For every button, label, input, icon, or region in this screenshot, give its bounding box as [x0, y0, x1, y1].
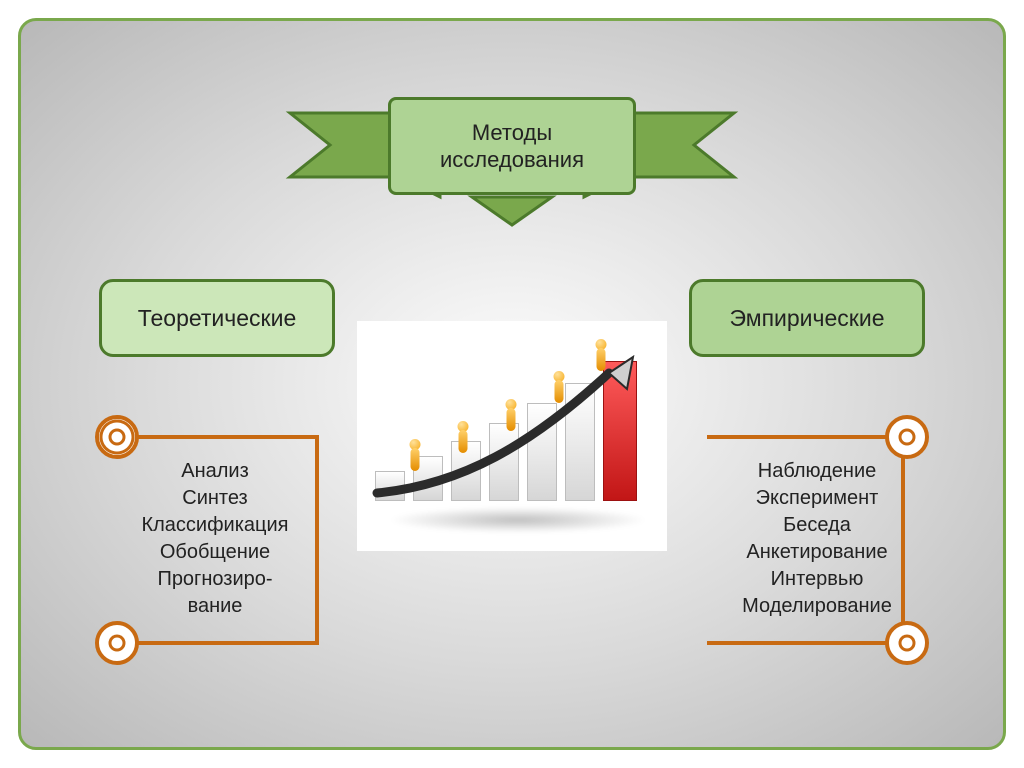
list-item: вание: [188, 593, 243, 620]
title-banner: Методы исследования: [272, 75, 752, 245]
person-icon: [591, 339, 611, 373]
list-item: Анализ: [181, 458, 249, 485]
title-line2: исследования: [440, 146, 584, 174]
list-item: Классификация: [141, 512, 288, 539]
title-box: Методы исследования: [388, 97, 636, 195]
category-theoretical-label: Теоретические: [138, 305, 297, 332]
list-item: Прогнозиро-: [157, 566, 272, 593]
title-line1: Методы: [440, 119, 584, 147]
list-item: Беседа: [783, 512, 851, 539]
scroll-theoretical-text: Анализ Синтез Классификация Обобщение Пр…: [111, 449, 319, 629]
scroll-empirical: Наблюдение Эксперимент Беседа Анкетирова…: [683, 409, 943, 669]
slide-frame: Методы исследования Теоретические Эмпири…: [18, 18, 1006, 750]
scroll-empirical-text: Наблюдение Эксперимент Беседа Анкетирова…: [713, 449, 921, 629]
list-item: Эксперимент: [756, 485, 879, 512]
person-icon: [549, 371, 569, 405]
category-empirical: Эмпирические: [689, 279, 925, 357]
center-illustration: [357, 321, 667, 551]
category-empirical-label: Эмпирические: [729, 305, 884, 332]
list-item: Анкетирование: [746, 539, 887, 566]
list-item: Наблюдение: [758, 458, 877, 485]
person-icon: [453, 421, 473, 455]
person-icon: [501, 399, 521, 433]
category-theoretical: Теоретические: [99, 279, 335, 357]
scroll-theoretical: Анализ Синтез Классификация Обобщение Пр…: [81, 409, 341, 669]
list-item: Синтез: [182, 485, 247, 512]
list-item: Интервью: [771, 566, 864, 593]
list-item: Моделирование: [742, 593, 892, 620]
person-icon: [405, 439, 425, 473]
list-item: Обобщение: [160, 539, 270, 566]
shadow-ellipse: [388, 507, 648, 533]
